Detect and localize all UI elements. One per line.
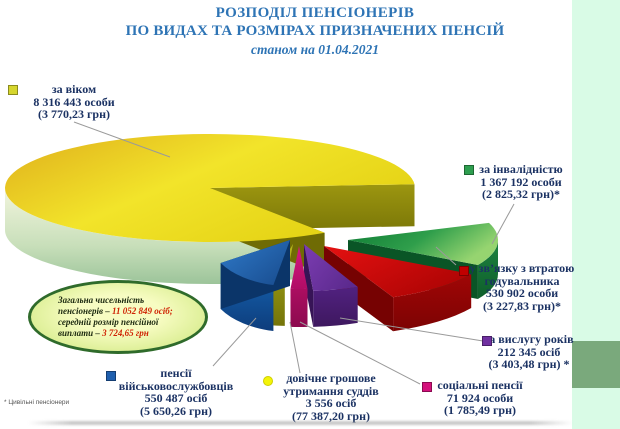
legend-social-amount: (1 785,49 грн): [443, 403, 517, 417]
legend-service: за вислугу років 212 345 осіб (3 403,48 …: [470, 333, 588, 371]
pie-slice-military: [220, 240, 290, 331]
pie-slice-service-side: [313, 286, 358, 327]
legend-military-label1: пенсії: [160, 366, 192, 380]
pie-slice-service-edge: [304, 244, 314, 327]
pie-slice-military-top: [220, 240, 290, 285]
judges-marker-swatch: [263, 376, 273, 386]
age-marker-swatch: [8, 85, 18, 95]
legend-service-label: за вислугу років: [484, 332, 574, 346]
right-decor-block: [572, 341, 620, 388]
total-note-line1: Загальна чисельність: [58, 295, 145, 305]
social-marker-swatch: [422, 382, 432, 392]
pie-slice-disability-side: [477, 240, 498, 299]
title-line-2: ПО ВИДАХ ТА РОЗМІРАХ ПРИЗНАЧЕНИХ ПЕНСІЙ: [125, 23, 505, 39]
legend-social-label: соціальні пенсії: [437, 378, 523, 392]
pie-slice-breadwinner-top: [324, 246, 472, 298]
callout-line-breadwinner: [435, 246, 457, 266]
legend-age-people: 8 316 443 особи: [33, 94, 115, 109]
callout-lines: [73, 121, 515, 385]
total-pensioners-value: 11 052 849 осіб;: [112, 306, 173, 316]
breadwinner-marker-swatch: [459, 266, 469, 276]
legend-social: соціальні пенсії 71 924 особи (1 785,49 …: [420, 379, 540, 417]
legend-age: за віком 8 316 443 особи (3 770,23 грн): [8, 82, 134, 121]
pie-slice-service: [304, 244, 358, 327]
legend-breadwinner-amount: (3 227,83 грн)*: [482, 298, 562, 313]
slide-bottom-shadow: [28, 421, 573, 425]
legend-breadwinner-label1: у зв’язку з втратою: [469, 261, 575, 275]
legend-service-amount: (3 403,48 грн) *: [488, 357, 570, 371]
title-line-1: РОЗПОДІЛ ПЕНСІОНЕРІВ: [215, 5, 415, 21]
legend-breadwinner-label2: годувальника: [484, 273, 560, 288]
legend-judges-label1: довічне грошове: [286, 371, 376, 385]
service-marker-swatch: [482, 336, 492, 346]
legend-military-label2: військовослужбовців: [118, 378, 234, 393]
legend-military: пенсії військовослужбовців 550 487 осіб …: [106, 366, 236, 418]
legend-military-amount: (5 650,26 грн): [139, 403, 213, 418]
pie-slice-social-side: [290, 288, 308, 328]
total-note-text: Загальна чисельність пенсіонерів – 11 05…: [58, 295, 198, 339]
callout-line-service: [339, 317, 484, 342]
pie-slice-social-top: [290, 246, 308, 290]
legend-disability-label: за інвалідністю: [479, 162, 563, 176]
total-note-line4: виплати – 3 724,65 грн: [58, 328, 149, 338]
legend-service-people: 212 345 осіб: [497, 344, 561, 359]
pie-slice-breadwinner-side: [393, 274, 472, 332]
legend-breadwinner-people: 530 902 особи: [485, 286, 559, 300]
callout-line-disability: [491, 203, 515, 245]
pie-slice-age-top: [5, 134, 415, 243]
avg-payment-value: 3 724,65 грн: [102, 328, 149, 338]
military-marker-swatch: [106, 371, 116, 381]
legend-social-people: 71 924 особи: [446, 390, 514, 405]
legend-judges-label2: утримання суддів: [283, 383, 379, 398]
total-note-line2: пенсіонерів – 11 052 849 осіб;: [58, 306, 173, 316]
legend-judges-people: 3 556 осіб: [305, 396, 357, 410]
legend-judges-amount: (77 387,20 грн): [291, 408, 371, 423]
total-note-ellipse: Загальна чисельність пенсіонерів – 11 05…: [28, 280, 208, 354]
legend-military-people: 550 487 осіб: [144, 391, 208, 405]
pie-slice-social: [290, 246, 308, 328]
legend-age-label: за віком: [51, 82, 97, 96]
title-date: станом на 01.04.2021: [251, 42, 379, 57]
callout-line-judges: [289, 321, 301, 374]
footnote: * Цивільні пенсіонери: [4, 399, 70, 406]
disability-marker-swatch: [464, 165, 474, 175]
callout-line-military: [212, 317, 257, 367]
pie-slice-disability-top: [348, 222, 499, 265]
legend-disability: за інвалідністю 1 367 192 особи (2 825,3…: [461, 163, 581, 201]
legend-breadwinner: у зв’язку з втратою годувальника 530 902…: [459, 261, 582, 313]
callout-line-age: [73, 121, 171, 158]
legend-judges: довічне грошове утримання суддів 3 556 о…: [263, 371, 391, 423]
legend-disability-people: 1 367 192 особи: [480, 174, 562, 189]
total-note-line3: середній розмір пенсійної: [58, 317, 159, 327]
pie-slice-breadwinner-edge: [324, 246, 394, 332]
legend-age-amount: (3 770,23 грн): [37, 107, 111, 121]
pie-slice-service-top: [304, 244, 358, 291]
legend-disability-amount: (2 825,32 грн)*: [481, 187, 561, 201]
pie-slice-breadwinner: [324, 246, 472, 332]
callout-line-social: [299, 321, 421, 385]
page-title: РОЗПОДІЛ ПЕНСІОНЕРІВ ПО ВИДАХ ТА РОЗМІРА…: [75, 5, 555, 58]
